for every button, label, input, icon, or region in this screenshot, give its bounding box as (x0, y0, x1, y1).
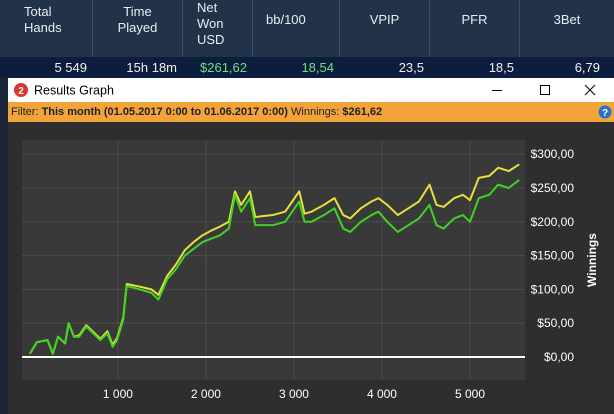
winnings-value: $261,62 (342, 106, 383, 118)
stat-value: $261,62 (183, 57, 253, 78)
help-icon-text: ? (602, 108, 608, 119)
stat-value: 15h 18m (93, 57, 183, 78)
header-cell[interactable]: PFR (430, 0, 520, 57)
stat-value: 5 549 (0, 57, 93, 78)
y-tick-label: $150,00 (531, 249, 575, 263)
x-tick-label: 2 000 (191, 387, 221, 401)
header-cell[interactable]: bb/100 (253, 0, 340, 57)
y-tick-label: $0,00 (544, 350, 574, 364)
stat-value: 18,5 (430, 57, 520, 78)
results-window: 2 Results Graph Filter: This month (01.0… (8, 78, 614, 414)
y-axis-label: Winnings (585, 233, 599, 287)
header-cell[interactable]: Net Won USD (183, 0, 253, 57)
title-bar-graphics: 2 Results Graph (14, 83, 596, 98)
filter-bar: Filter: This month (01.05.2017 0:00 to 0… (8, 102, 614, 122)
y-tick-label: $50,00 (537, 316, 574, 330)
app-icon (14, 83, 28, 97)
y-tick-label: $250,00 (531, 181, 575, 195)
y-tick-label: $100,00 (531, 282, 575, 296)
x-tick-label: 1 000 (103, 387, 133, 401)
y-tick-label: $200,00 (531, 215, 575, 229)
app-icon-text: 2 (18, 86, 24, 97)
stat-value: 18,54 (253, 57, 340, 78)
stat-value: 6,79 (520, 57, 614, 78)
filter-label: Filter: (11, 106, 39, 118)
stat-value: 23,5 (340, 57, 430, 78)
header-cell[interactable]: 3Bet (520, 0, 614, 57)
window-title: Results Graph (34, 84, 114, 98)
header-cell[interactable]: Total Hands (0, 0, 93, 57)
winnings-label: Winnings: (291, 106, 340, 118)
x-tick-label: 4 000 (367, 387, 397, 401)
close-button[interactable] (584, 84, 596, 96)
maximize-button[interactable] (540, 85, 550, 95)
filter-value[interactable]: This month (01.05.2017 0:00 to 01.06.201… (41, 106, 288, 118)
chart: Winnings $0,00 $50,00 $100,00 $150,00 $200,0… (22, 140, 599, 401)
help-icon[interactable]: ? (598, 105, 612, 119)
plot-area (22, 140, 525, 380)
series-line (29, 179, 520, 355)
title-bar: 2 Results Graph (8, 78, 614, 102)
y-tick-label: $300,00 (531, 147, 575, 161)
header-cell[interactable]: Time Played (93, 0, 183, 57)
help-circle (598, 105, 612, 119)
x-tick-label: 5 000 (455, 387, 485, 401)
header-cell[interactable]: VPIP (340, 0, 430, 57)
x-tick-label: 3 000 (279, 387, 309, 401)
